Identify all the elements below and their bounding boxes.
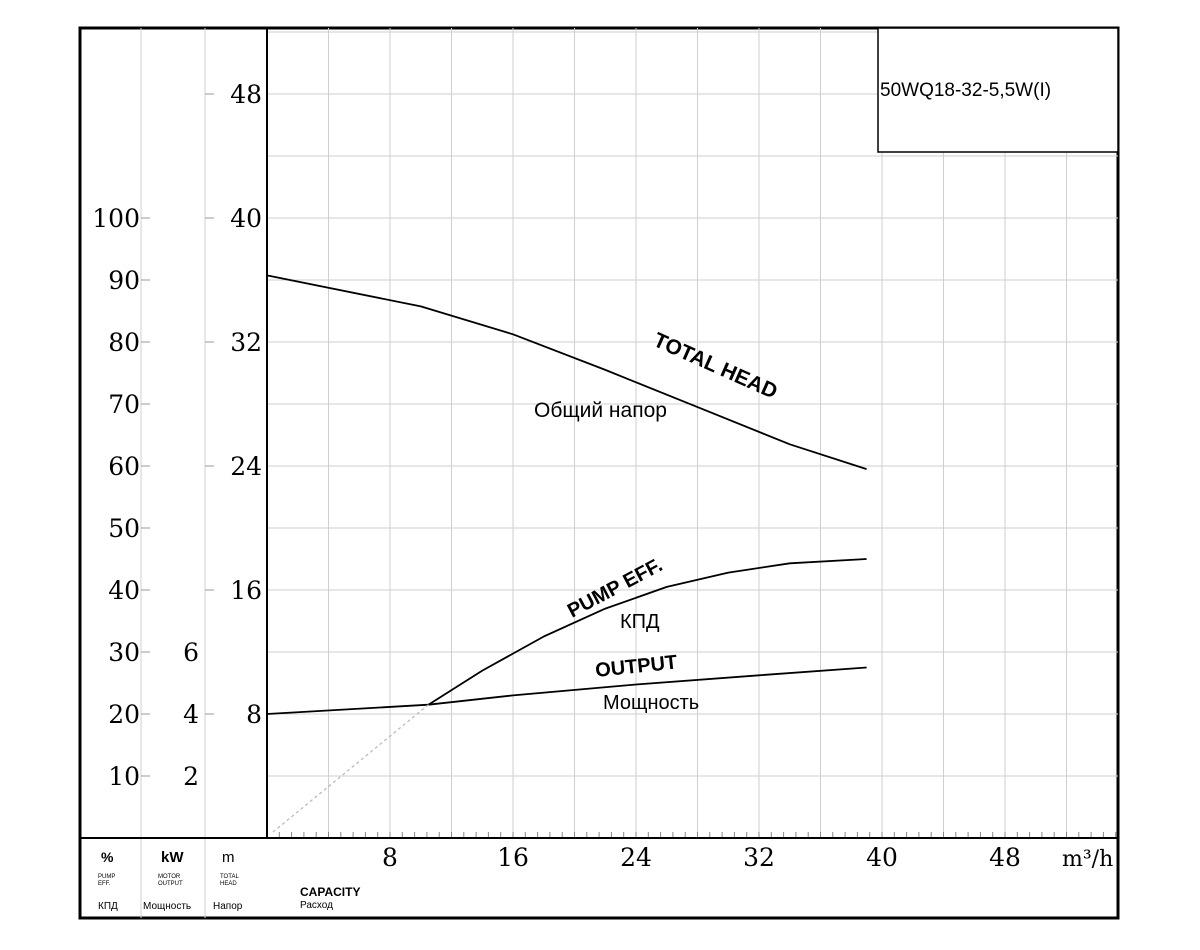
eff-tick-label: 50: [108, 514, 140, 543]
output-label-ru: Мощность: [603, 692, 699, 714]
eff-header-line1: PUMP: [98, 874, 115, 880]
eff-tick-label: 60: [108, 452, 140, 481]
x-tick-label: 48: [989, 843, 1021, 872]
pump-eff-label-ru: КПД: [620, 611, 660, 633]
head-header-ru: Напор: [213, 901, 243, 912]
head-header-line1: TOTAL: [220, 874, 239, 880]
x-tick-label: 8: [382, 843, 398, 872]
kw-header-line2: OUTPUT: [158, 881, 183, 887]
model-box: [877, 27, 1119, 153]
series-pump-eff-line: [427, 558, 867, 706]
eff-tick-label: 10: [108, 762, 140, 791]
kw-header-line1: MOTOR: [158, 874, 181, 880]
eff-header-ru: КПД: [98, 901, 118, 912]
x-unit-label: m³/h: [1062, 847, 1113, 872]
x-tick-label: 24: [620, 843, 652, 872]
series-layer: [266, 274, 867, 833]
series-total-head-line: [266, 274, 867, 470]
eff-header-line2: EFF.: [98, 881, 111, 887]
kw-tick-label: 2: [183, 762, 199, 791]
chart-frame: [78, 26, 1120, 920]
eff-tick-label: 90: [108, 266, 140, 295]
eff-unit: %: [101, 849, 114, 865]
kw-tick-labels: 6 4 2: [183, 638, 199, 791]
head-unit: m: [222, 849, 235, 866]
plot-grid: [267, 28, 1118, 838]
head-tick-label: 32: [230, 328, 262, 357]
head-tick-label: 16: [230, 576, 262, 605]
model-label: 50WQ18-32-5,5W(I): [880, 80, 1051, 101]
x-tick-label: 16: [497, 843, 529, 872]
eff-tick-label: 80: [108, 328, 140, 357]
eff-tick-label: 20: [108, 700, 140, 729]
kw-unit: kW: [161, 849, 184, 866]
x-tick-label: 32: [743, 843, 775, 872]
kw-tick-label: 6: [183, 638, 199, 667]
head-tick-label: 24: [230, 452, 262, 481]
head-tick-label: 40: [230, 204, 262, 233]
x-tick-labels: 8 16 24 32 40 48: [382, 843, 1021, 872]
eff-tick-labels: 100 90 80 70 60 50 40 30 20 10: [92, 204, 150, 791]
head-tick-label: 48: [230, 80, 262, 109]
head-tick-labels: 48 40 32 24 16 8: [205, 80, 262, 729]
eff-tick-label: 100: [92, 204, 140, 233]
capacity-label-ru: Расход: [300, 900, 333, 911]
head-header-line2: HEAD: [220, 881, 237, 887]
kw-header-ru: Мощность: [143, 901, 191, 912]
eff-tick-label: 40: [108, 576, 140, 605]
eff-tick-label: 30: [108, 638, 140, 667]
kw-tick-label: 4: [183, 700, 199, 729]
total-head-label-ru: Общий напор: [534, 399, 667, 422]
head-tick-label: 8: [246, 700, 262, 729]
series-output-line: [266, 666, 867, 715]
x-tick-label: 40: [866, 843, 898, 872]
eff-tick-label: 70: [108, 390, 140, 419]
capacity-label: CAPACITY: [300, 885, 360, 899]
